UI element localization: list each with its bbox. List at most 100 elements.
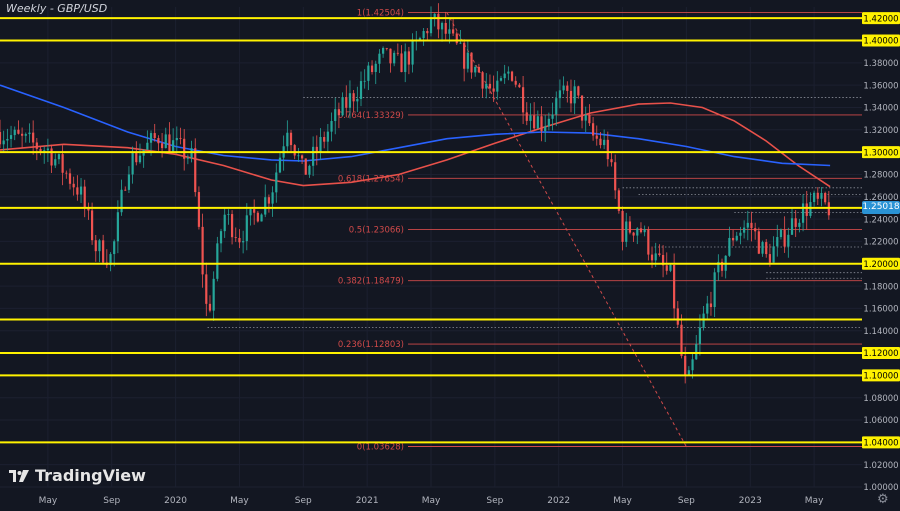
- candle-body-6: [21, 133, 24, 136]
- candle-body-27: [98, 240, 101, 252]
- candle-body-12: [43, 150, 46, 152]
- candle-body-150: [551, 114, 554, 119]
- candle-body-183: [673, 264, 676, 309]
- y-level-tag-1: [862, 34, 900, 47]
- candle-body-160: [588, 115, 591, 124]
- y-tick-label-9: 1.24000: [863, 215, 898, 225]
- candle-body-213: [783, 229, 786, 247]
- y-tick-label-10: 1.22000: [863, 238, 898, 248]
- candle-body-212: [779, 229, 783, 238]
- candle-body-200: [735, 235, 738, 241]
- candle-body-75: [275, 172, 278, 193]
- candle-body-66: [242, 241, 245, 243]
- candle-body-16: [57, 154, 61, 160]
- candle-body-18: [65, 172, 68, 174]
- candle-body-182: [669, 264, 672, 271]
- y-tick-label-20: 1.02000: [863, 461, 898, 471]
- fib-label-4: 0.382(1.18479): [338, 277, 404, 287]
- candle-body-164: [603, 139, 606, 146]
- candle-body-202: [743, 227, 746, 233]
- candle-body-222: [816, 192, 819, 199]
- candle-body-140: [514, 80, 517, 85]
- candle-body-87: [319, 136, 322, 153]
- candle-body-132: [485, 83, 488, 89]
- candle-body-148: [544, 126, 547, 132]
- candle-body-78: [286, 132, 289, 147]
- candle-body-43: [157, 138, 160, 144]
- y-axis[interactable]: 1.42000 1.40000 1.38000 1.36000 1.34000 1.320…: [862, 0, 900, 511]
- candle-body-110: [404, 51, 407, 73]
- candle-body-205: [754, 228, 757, 232]
- candle-body-125: [459, 42, 462, 44]
- candle-body-177: [650, 254, 654, 261]
- candle-body-15: [54, 159, 57, 166]
- candle-body-165: [606, 139, 609, 160]
- candle-body-25: [90, 210, 94, 241]
- tradingview-brand[interactable]: TradingView: [8, 466, 146, 485]
- x-axis[interactable]: May Sep 2020 May Sep 2021 May Sep 2022 May Sep 2023…: [39, 496, 825, 506]
- candle-body-157: [577, 86, 580, 96]
- fib-label-1: 0.764(1.33329): [338, 111, 404, 121]
- candle-body-46: [168, 134, 171, 152]
- candle-body-47: [172, 140, 175, 152]
- y-axis-background: [862, 0, 900, 511]
- candle-body-159: [584, 115, 587, 121]
- fib-trend-line-path: [446, 12, 687, 448]
- y-tick-label-17: 1.08000: [863, 394, 898, 404]
- candle-body-162: [595, 135, 598, 139]
- candle-body-26: [94, 240, 97, 252]
- candle-body-62: [227, 214, 230, 215]
- candle-body-54: [197, 192, 201, 227]
- candle-body-191: [702, 313, 705, 328]
- candle-body-79: [289, 132, 293, 146]
- candle-body-219: [805, 203, 808, 216]
- x-tick-label-6: May: [422, 496, 441, 506]
- candle-body-33: [120, 189, 123, 213]
- candle-body-166: [610, 159, 613, 163]
- candle-body-11: [39, 148, 42, 152]
- chart-title: Weekly - GBP/USD: [6, 2, 108, 15]
- candle-body-35: [127, 174, 131, 190]
- candle-body-146: [536, 116, 539, 129]
- y-tick-label-4: 1.34000: [863, 104, 898, 114]
- candle-body-58: [212, 278, 215, 311]
- candle-body-214: [787, 234, 790, 247]
- candle-body-168: [617, 190, 620, 211]
- candle-body-116: [426, 31, 429, 34]
- candle-body-71: [260, 214, 263, 222]
- candle-body-31: [113, 241, 116, 255]
- candle-body-129: [474, 66, 477, 73]
- candle-body-103: [378, 53, 381, 64]
- candle-body-122: [448, 29, 451, 34]
- settings-gear-icon[interactable]: ⚙: [877, 492, 889, 507]
- candle-body-187: [687, 370, 690, 376]
- candle-body-99: [363, 80, 366, 82]
- candle-body-184: [676, 308, 679, 325]
- candle-body-36: [131, 153, 134, 175]
- candle-body-96: [352, 93, 355, 102]
- candle-body-156: [573, 86, 576, 104]
- candle-body-38: [138, 155, 142, 163]
- candle-body-1: [2, 140, 5, 145]
- candle-body-89: [326, 131, 329, 142]
- candle-body-163: [599, 138, 602, 146]
- x-tick-label-0: May: [39, 496, 58, 506]
- candle-body-80: [293, 145, 296, 156]
- current-price-tag: 1.25018: [862, 201, 900, 215]
- candle-body-190: [698, 327, 702, 345]
- candle-body-102: [374, 63, 377, 72]
- x-tick-label-10: Sep: [678, 496, 695, 506]
- candle-body-135: [496, 80, 499, 92]
- candle-body-72: [264, 197, 267, 215]
- y-tick-label-16: 1.10000: [863, 372, 898, 382]
- candle-body-145: [533, 115, 536, 129]
- candle-body-174: [639, 228, 643, 233]
- y-level-tag-11: [862, 257, 900, 270]
- y-tick-label-0: 1.42000: [863, 14, 898, 24]
- candle-body-60: [219, 231, 223, 244]
- candle-body-120: [440, 22, 444, 30]
- moving-average-1: [0, 84, 831, 167]
- candle-body-41: [149, 133, 153, 143]
